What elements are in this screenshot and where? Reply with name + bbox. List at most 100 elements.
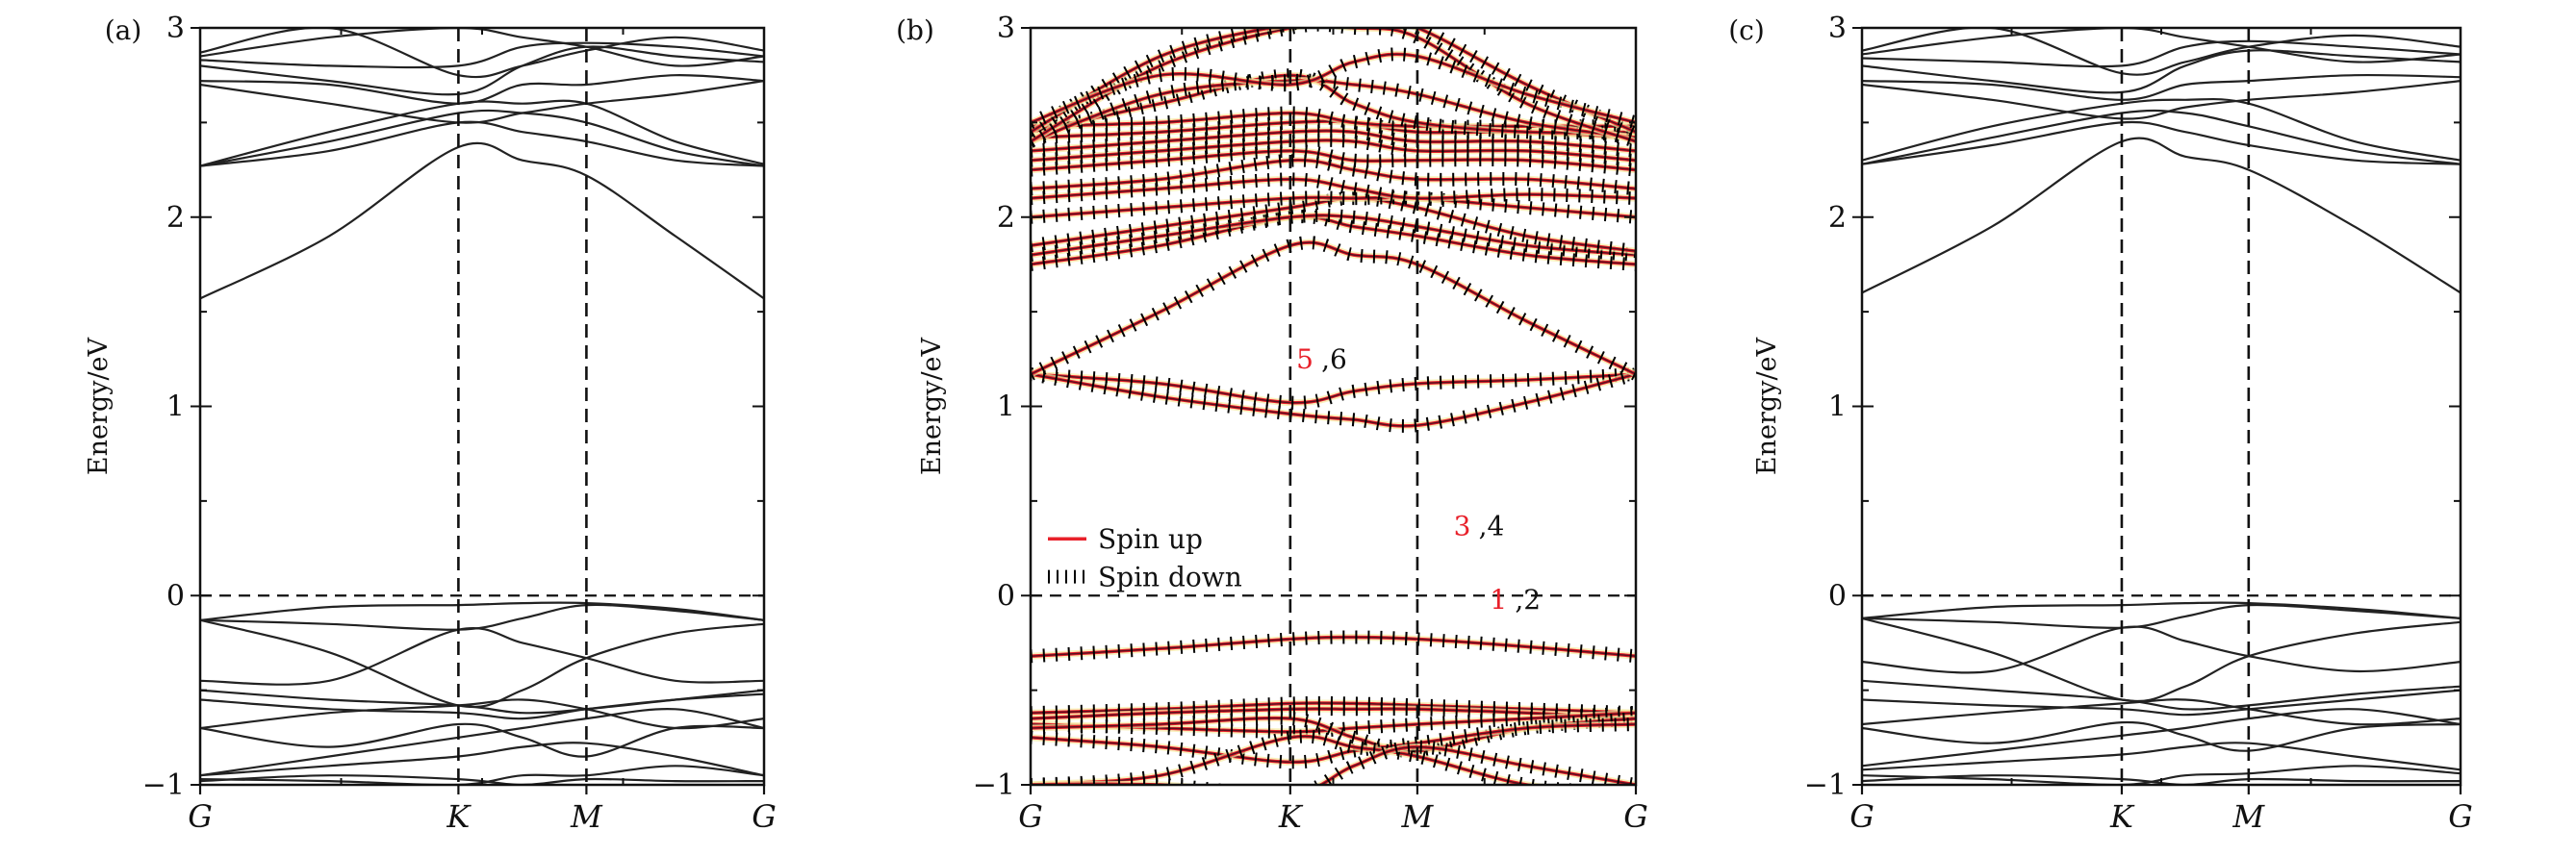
band-line [1862, 109, 2461, 165]
y-tick-label: 2 [1828, 201, 1847, 235]
band-spin-down-line [1031, 215, 1636, 265]
k-point-label-M: M [570, 798, 603, 835]
band-spin-down-ticks [1031, 172, 1636, 206]
k-point-label-K: K [446, 798, 472, 835]
band-line [200, 41, 764, 69]
k-point-label-G: G [1623, 798, 1648, 835]
plot-frame [198, 26, 766, 787]
y-tick-label: −1 [1804, 768, 1847, 802]
band-line [1862, 720, 2461, 752]
y-tick-label: −1 [142, 768, 185, 802]
band-spin-down-ticks [1031, 630, 1636, 664]
band-line [1862, 765, 2461, 785]
bands [1862, 28, 2461, 785]
band-line [1862, 137, 2461, 294]
y-tick-label: 3 [997, 12, 1015, 45]
band-index-black: ,6 [1321, 343, 1347, 375]
band-line [200, 80, 764, 124]
k-point-label-G: G [2448, 798, 2473, 835]
band-index-label: 5,6 [1296, 343, 1347, 375]
band-line [1862, 601, 2461, 619]
bands [200, 28, 764, 785]
band-line [200, 120, 764, 167]
y-tick-label: 1 [1828, 390, 1847, 424]
y-tick-label: 2 [997, 201, 1015, 235]
y-tick-label: 2 [166, 201, 185, 235]
panel-label: (c) [1728, 14, 1765, 46]
band-index-label: 1,2 [1490, 584, 1541, 616]
y-axis-title: Energy/eV [84, 337, 114, 475]
panel-b: −1 0 1 2 3 G K M G Energy/eV (b) Spin up Spin down 5,… [896, 12, 1648, 835]
y-axis-title: Energy/eV [917, 337, 947, 475]
k-point-label-G: G [1018, 798, 1043, 835]
y-tick-label: 3 [1828, 12, 1847, 45]
panel-c: −1 0 1 2 3 G K M G Energy/eV (c) [1728, 12, 2473, 835]
panel-label: (b) [896, 14, 934, 46]
band-index-red: 3 [1454, 510, 1471, 541]
band-line [200, 627, 764, 686]
y-tick-label: 3 [166, 12, 185, 45]
band-line [200, 45, 764, 96]
band-line [1862, 39, 2461, 68]
legend: Spin up Spin down [1048, 523, 1242, 593]
y-tick-label: −1 [973, 768, 1015, 802]
y-tick-label: 0 [1828, 579, 1847, 613]
band-index-red: 1 [1490, 584, 1507, 616]
band-spin-down-ticks [1031, 153, 1636, 196]
band-line [1862, 679, 2461, 711]
bands [1031, 28, 1636, 785]
k-point-label-M: M [1401, 798, 1435, 835]
band-spin-down-ticks [1031, 133, 1636, 167]
k-point-label-K: K [1278, 798, 1304, 835]
band-line [200, 742, 764, 777]
band-index-label: 3,4 [1454, 510, 1505, 541]
band-line [200, 28, 764, 79]
band-line [1862, 617, 2461, 703]
band-line [1862, 80, 2461, 120]
band-line [200, 601, 764, 621]
band-line [200, 28, 764, 67]
band-index-red: 5 [1296, 343, 1314, 375]
k-point-label-G: G [1849, 798, 1875, 835]
band-spin-down-ticks [1031, 143, 1636, 177]
band-line [1862, 73, 2461, 101]
band-spin-down-ticks [1031, 701, 1636, 726]
y-tick-label: 0 [166, 579, 185, 613]
band-line [1862, 742, 2461, 771]
band-line [200, 141, 764, 300]
band-line [200, 618, 764, 709]
band-spin-down-ticks [1031, 114, 1636, 145]
y-axis-title: Energy/eV [1752, 337, 1782, 475]
band-line [1862, 625, 2461, 674]
band-spin-down-ticks [1031, 124, 1636, 158]
band-line [200, 692, 764, 720]
band-spin-down-ticks [1031, 190, 1636, 224]
band-line [1862, 28, 2461, 63]
band-line [200, 109, 764, 167]
band-line [1862, 28, 2461, 76]
band-spin-down-ticks [1031, 367, 1636, 410]
band-spin-down-ticks [1031, 73, 1636, 148]
band-spin-down-ticks [1031, 367, 1636, 433]
band-line [200, 74, 764, 105]
band-index-black: ,2 [1515, 584, 1541, 616]
panel-a: −1 0 1 2 3 G K M G Energy/eV (a) [84, 12, 777, 835]
band-spin-down-ticks [1031, 729, 1593, 785]
band-line [200, 603, 764, 631]
band-line [1862, 689, 2461, 717]
band-spin-down-ticks [1031, 28, 1636, 148]
k-point-label-M: M [2232, 798, 2265, 835]
panel-label: (a) [105, 14, 142, 46]
band-line [1862, 708, 2461, 768]
band-line [1862, 49, 2461, 94]
band-spin-down-ticks [1031, 47, 1636, 130]
k-point-label-K: K [2109, 798, 2135, 835]
band-spin-down-ticks [1031, 68, 1636, 139]
band-line [200, 99, 764, 167]
legend-label-spin-down: Spin down [1098, 562, 1242, 593]
y-tick-label: 1 [166, 390, 185, 424]
band-spin-down-line [1031, 241, 1636, 375]
band-index-black: ,4 [1479, 510, 1505, 541]
band-line [1862, 97, 2461, 162]
